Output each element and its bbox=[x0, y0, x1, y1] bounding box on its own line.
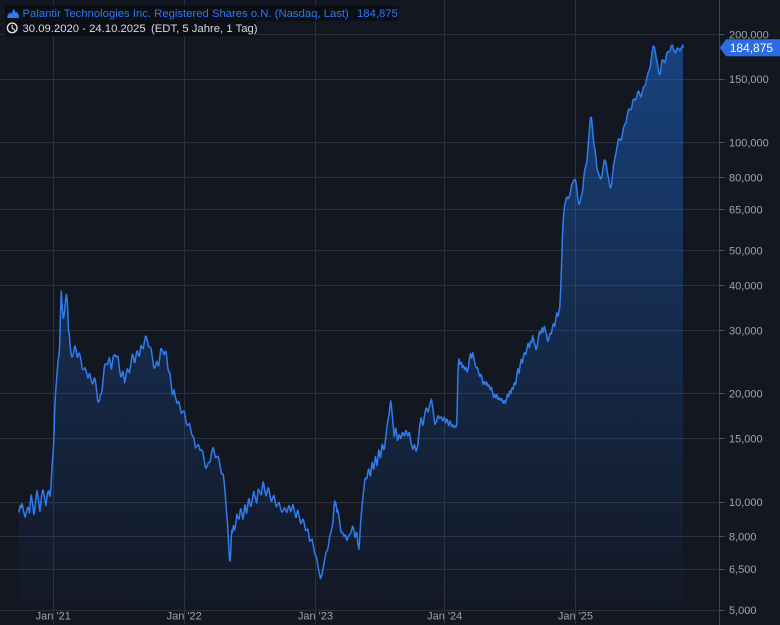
svg-text:184,875: 184,875 bbox=[730, 41, 774, 55]
svg-text:80,000: 80,000 bbox=[729, 172, 763, 184]
svg-text:8,000: 8,000 bbox=[729, 532, 757, 544]
svg-text:Jan '23: Jan '23 bbox=[298, 610, 333, 622]
svg-text:150,000: 150,000 bbox=[729, 74, 769, 86]
svg-text:40,000: 40,000 bbox=[729, 281, 763, 293]
svg-text:30,000: 30,000 bbox=[729, 325, 763, 337]
svg-text:15,000: 15,000 bbox=[729, 434, 763, 446]
svg-text:Palantir Technologies Inc. Reg: Palantir Technologies Inc. Registered Sh… bbox=[23, 8, 350, 20]
svg-text:5,000: 5,000 bbox=[729, 605, 757, 617]
svg-text:Jan '24: Jan '24 bbox=[427, 610, 462, 622]
svg-text:200,000: 200,000 bbox=[729, 29, 769, 41]
svg-text:65,000: 65,000 bbox=[729, 205, 763, 217]
svg-text:10,000: 10,000 bbox=[729, 497, 763, 509]
svg-text:30.09.2020 - 24.10.2025: 30.09.2020 - 24.10.2025 bbox=[23, 23, 146, 35]
svg-text:Jan '21: Jan '21 bbox=[36, 610, 71, 622]
svg-text:Jan '25: Jan '25 bbox=[558, 610, 593, 622]
svg-text:100,000: 100,000 bbox=[729, 138, 769, 150]
svg-text:20,000: 20,000 bbox=[729, 389, 763, 401]
svg-text:184,875: 184,875 bbox=[357, 8, 398, 20]
svg-text:50,000: 50,000 bbox=[729, 246, 763, 258]
svg-text:6,500: 6,500 bbox=[729, 564, 757, 576]
svg-text:(EDT, 5 Jahre, 1 Tag): (EDT, 5 Jahre, 1 Tag) bbox=[151, 23, 258, 35]
svg-text:Jan '22: Jan '22 bbox=[167, 610, 202, 622]
